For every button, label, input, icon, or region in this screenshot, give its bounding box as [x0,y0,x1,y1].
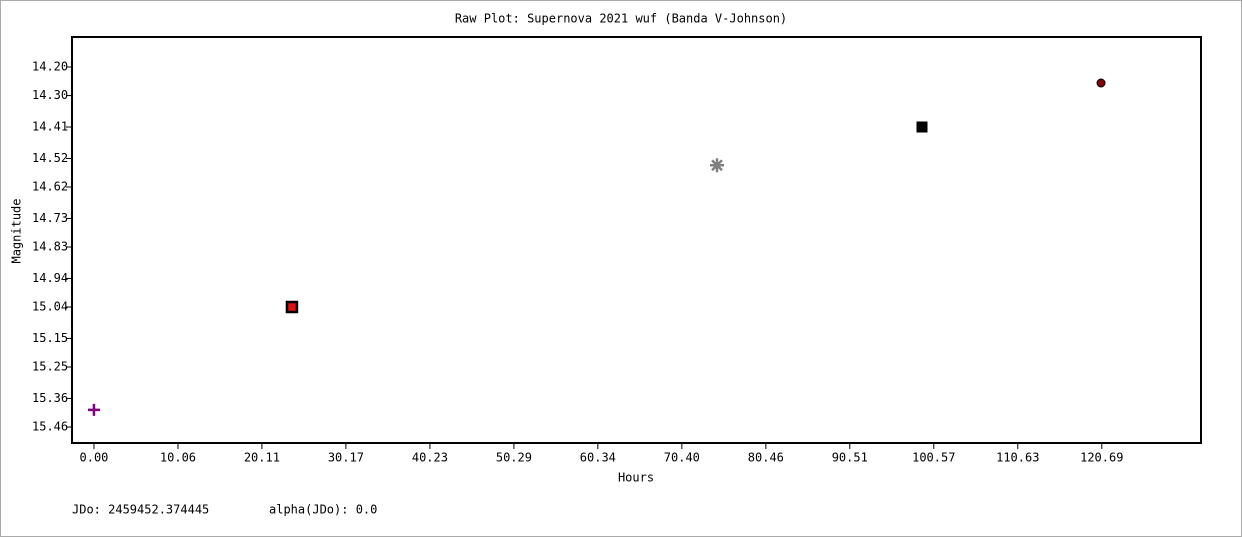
data-point [1096,78,1106,88]
y-tick-label: 14.62 [32,180,68,194]
data-point [87,403,100,416]
plot-area [71,36,1202,444]
y-axis-label: Magnitude [10,198,24,263]
y-tick-label: 14.73 [32,211,68,225]
y-tick-label: 15.36 [32,391,68,405]
y-tick-label: 14.30 [32,88,68,102]
x-tick-label: 70.40 [664,451,700,465]
y-tick-label: 15.46 [32,420,68,434]
y-tick-label: 14.41 [32,120,68,134]
y-tick-label: 15.15 [32,331,68,345]
chart-title: Raw Plot: Supernova 2021 wuf (Banda V-Jo… [455,12,787,26]
y-tick-label: 15.04 [32,300,68,314]
x-tick-label: 110.63 [996,451,1039,465]
x-axis-label: Hours [618,471,654,485]
data-point [710,158,724,173]
x-tick-label: 20.11 [244,451,280,465]
x-tick-label: 10.06 [160,451,196,465]
x-tick-label: 50.29 [496,451,532,465]
x-tick-label: 80.46 [748,451,784,465]
x-tick-label: 0.00 [80,451,109,465]
y-tick-label: 14.83 [32,240,68,254]
x-tick-label: 40.23 [412,451,448,465]
y-tick-label: 14.52 [32,151,68,165]
x-tick-label: 90.51 [832,451,868,465]
y-tick-label: 15.25 [32,360,68,374]
x-tick-label: 60.34 [580,451,616,465]
data-point [916,121,928,133]
x-tick-label: 30.17 [328,451,364,465]
x-tick-label: 100.57 [912,451,955,465]
y-tick-label: 14.94 [32,271,68,285]
annotation: alpha(JDo): 0.0 [269,503,377,517]
data-point [285,300,299,314]
y-tick-label: 14.20 [32,60,68,74]
annotation: JDo: 2459452.374445 [72,503,209,517]
x-tick-label: 120.69 [1080,451,1123,465]
